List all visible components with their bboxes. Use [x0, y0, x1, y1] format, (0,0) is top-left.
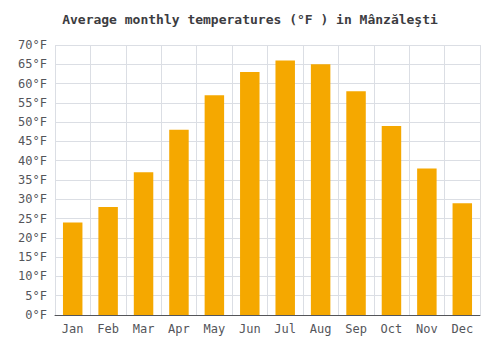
svg-text:Dec: Dec — [451, 322, 473, 336]
svg-text:35°F: 35°F — [18, 173, 47, 187]
svg-text:40°F: 40°F — [18, 154, 47, 168]
svg-text:50°F: 50°F — [18, 115, 47, 129]
svg-text:5°F: 5°F — [25, 289, 47, 303]
svg-text:25°F: 25°F — [18, 212, 47, 226]
svg-text:Sep: Sep — [345, 322, 367, 336]
svg-text:70°F: 70°F — [18, 38, 47, 52]
svg-text:Jul: Jul — [274, 322, 296, 336]
svg-text:45°F: 45°F — [18, 134, 47, 148]
svg-text:30°F: 30°F — [18, 192, 47, 206]
svg-text:Jan: Jan — [62, 322, 84, 336]
svg-text:65°F: 65°F — [18, 57, 47, 71]
svg-text:Feb: Feb — [97, 322, 119, 336]
svg-text:Nov: Nov — [416, 322, 438, 336]
svg-text:Mar: Mar — [133, 322, 155, 336]
svg-text:0°F: 0°F — [25, 308, 47, 322]
svg-text:15°F: 15°F — [18, 250, 47, 264]
svg-text:Apr: Apr — [168, 322, 190, 336]
svg-text:60°F: 60°F — [18, 77, 47, 91]
svg-text:Jun: Jun — [239, 322, 261, 336]
svg-text:20°F: 20°F — [18, 231, 47, 245]
svg-text:Average monthly temperatures (: Average monthly temperatures (°F ) in Mâ… — [62, 12, 438, 27]
svg-text:May: May — [204, 322, 226, 336]
svg-text:Aug: Aug — [310, 322, 332, 336]
svg-text:10°F: 10°F — [18, 269, 47, 283]
svg-text:Oct: Oct — [381, 322, 403, 336]
svg-text:55°F: 55°F — [18, 96, 47, 110]
